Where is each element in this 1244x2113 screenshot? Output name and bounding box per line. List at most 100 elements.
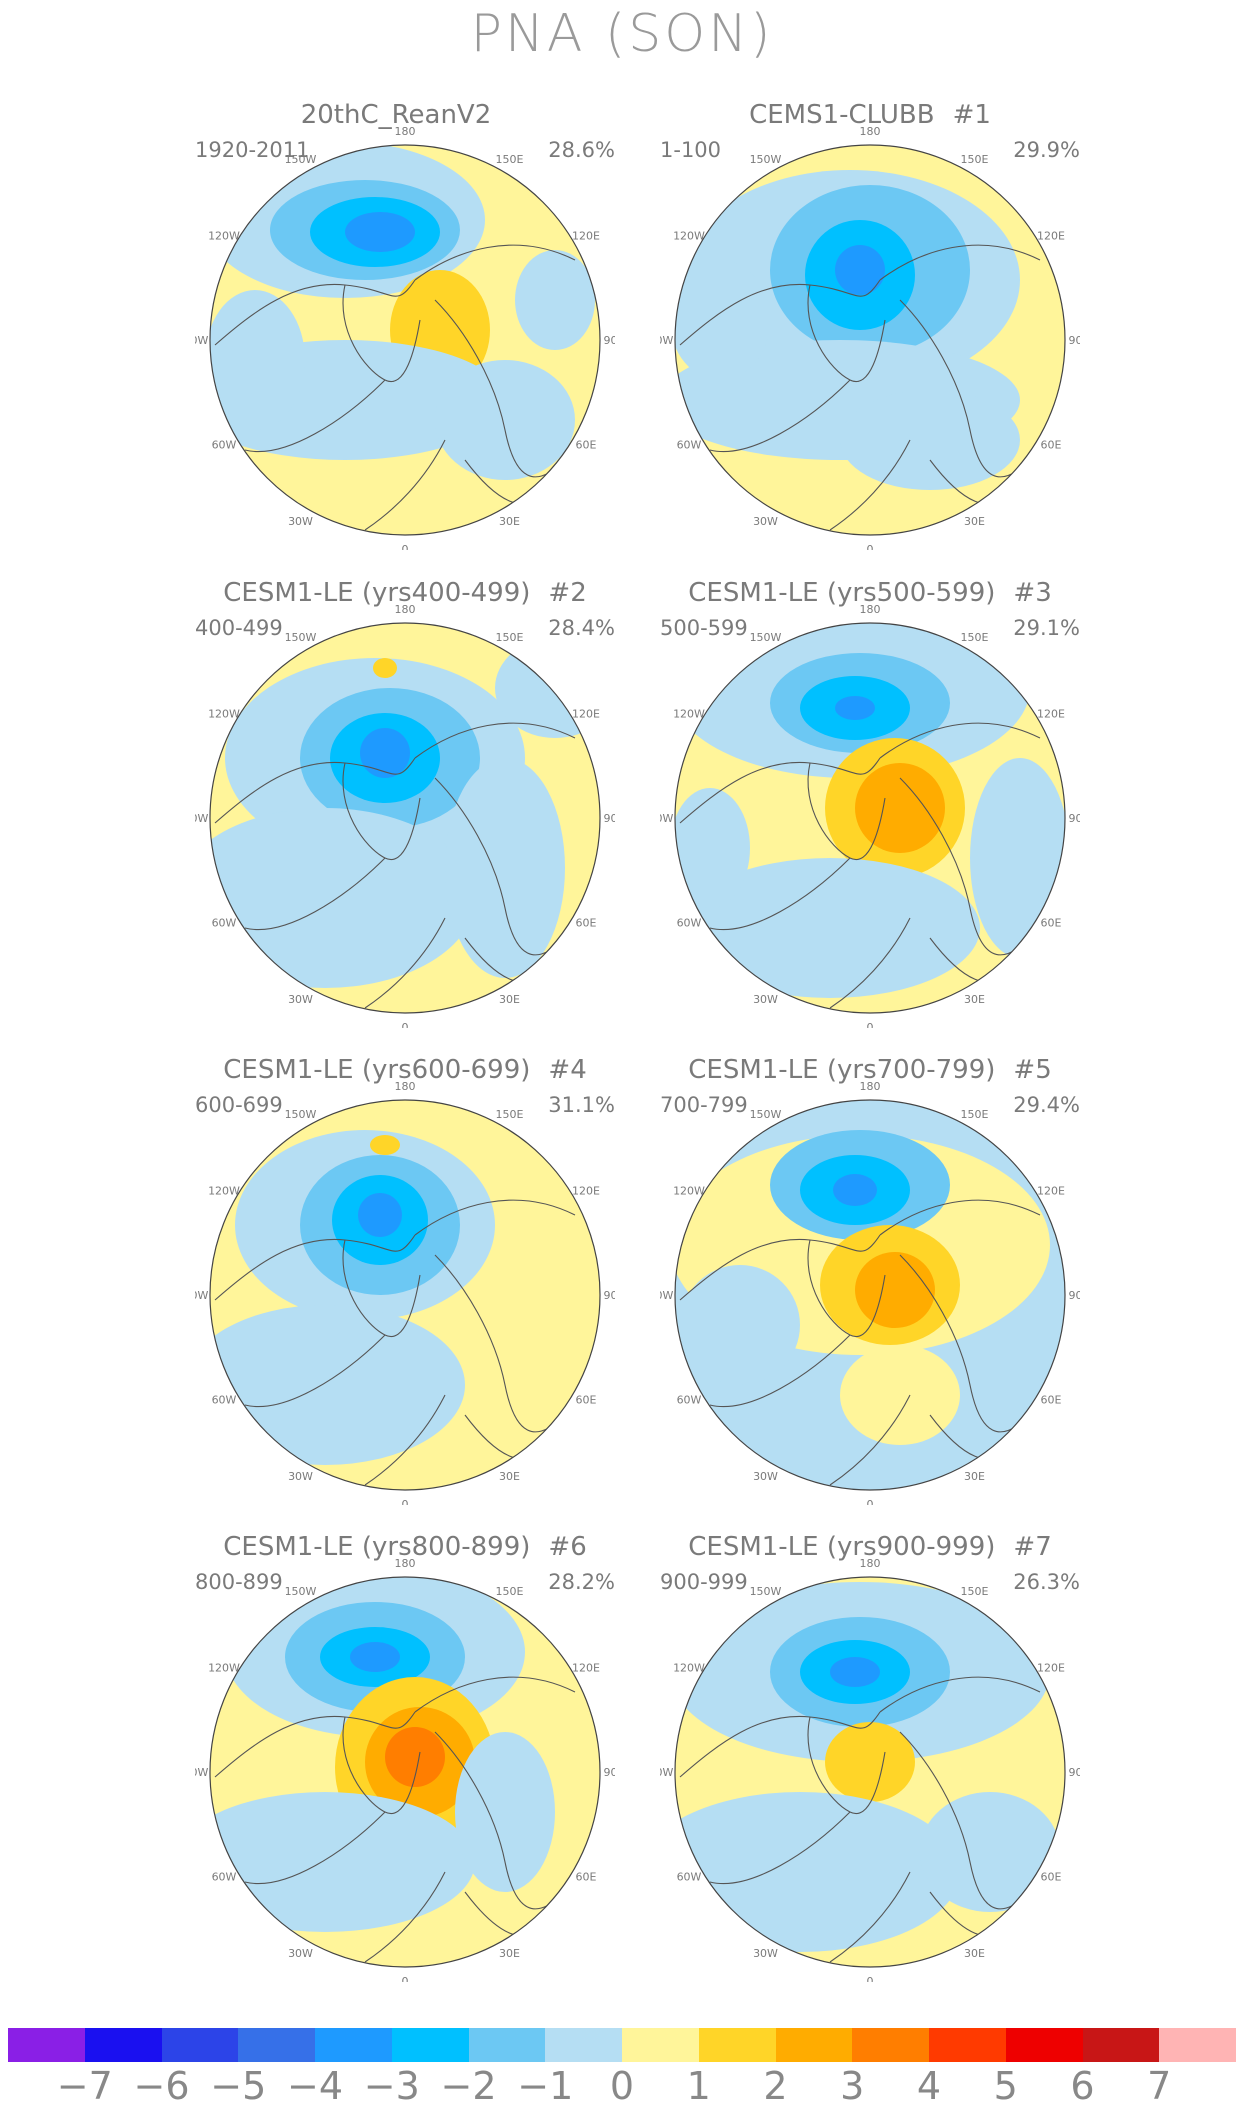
longitude-label: 30W (288, 515, 313, 528)
map-border (209, 1099, 601, 1491)
panel-variance-percent: 29.4% (1013, 1093, 1080, 1117)
longitude-label: 180 (860, 1557, 881, 1570)
longitude-label: 180 (395, 1080, 416, 1093)
longitude-label: 90W (660, 334, 674, 347)
coastline (414, 244, 576, 281)
colorbar-swatch (1005, 2028, 1083, 2062)
anomaly-contour (210, 1305, 465, 1465)
colorbar-tick-label: −3 (363, 2064, 420, 2108)
coastline (364, 439, 446, 531)
map-border (209, 622, 601, 1014)
coastline (709, 1811, 851, 1884)
anomaly-contour (680, 858, 980, 998)
colorbar-swatch (238, 2028, 315, 2062)
longitude-label: 30W (753, 1470, 778, 1483)
longitude-label: 90W (195, 812, 209, 825)
longitude-label: 30E (964, 1470, 985, 1483)
map-panel: CESM1-LE (yrs400-499) #2 400-499 28.4% 180 15… (195, 578, 615, 1028)
colorbar-tick-label: −7 (56, 2064, 113, 2108)
map-panel: CESM1-LE (yrs600-699) #4 600-699 31.1% 180 15… (195, 1055, 615, 1505)
longitude-label: 30W (753, 1947, 778, 1960)
longitude-label: 90W (195, 1289, 209, 1302)
colorbar (8, 2028, 1236, 2062)
coastline (434, 777, 566, 956)
longitude-label: 90W (195, 334, 209, 347)
longitude-label: 60E (1041, 917, 1062, 930)
anomaly-contour (833, 1174, 877, 1206)
map-panel: CESM1-LE (yrs700-799) #5 700-799 29.4% 180 15… (660, 1055, 1080, 1505)
panel-title: 20thC_ReanV2 (195, 100, 615, 130)
longitude-label: 60W (677, 1394, 702, 1407)
anomaly-contour (855, 1252, 935, 1328)
longitude-label: 120E (572, 708, 600, 721)
longitude-label: 60W (677, 1871, 702, 1884)
longitude-label: 150E (961, 631, 989, 644)
longitude-label: 180 (395, 125, 416, 138)
longitude-label: 120E (1037, 1185, 1065, 1198)
longitude-label: 120E (572, 1662, 600, 1675)
longitude-label: 90E (1069, 334, 1080, 347)
longitude-label: 0 (402, 1975, 409, 1982)
map-panel: CEMS1-CLUBB #1 1-100 29.9% 180 150E 120E 90E 60E… (660, 100, 1080, 550)
longitude-label: 30E (964, 1947, 985, 1960)
panel-number: #3 (1013, 578, 1052, 608)
panel-period: 900-999 (660, 1570, 748, 1594)
anomaly-contour (675, 788, 750, 908)
colorbar-labels: −7 −6 −5 −4 −3 −2 −1 0 1 2 3 4 5 6 7 (8, 2064, 1236, 2110)
longitude-label: 120E (572, 230, 600, 243)
panel-number: #6 (548, 1532, 587, 1562)
longitude-label: 120W (673, 230, 705, 243)
colorbar-tick-label: −2 (440, 2064, 497, 2108)
panel-title: CESM1-LE (yrs700-799) #5 (660, 1055, 1080, 1085)
map-panel: 20thC_ReanV2 1920-2011 28.6% 180 150E 120E 90E… (195, 100, 615, 550)
longitude-label: 0 (402, 1021, 409, 1028)
panel-title-text: CESM1-LE (yrs700-799) (688, 1055, 996, 1085)
longitude-label: 30W (753, 993, 778, 1006)
anomaly-contour (835, 696, 875, 720)
longitude-label: 150W (285, 153, 317, 166)
coastline (434, 1731, 566, 1910)
longitude-label: 180 (395, 603, 416, 616)
longitude-label: 0 (867, 543, 874, 550)
longitude-label: 0 (402, 1498, 409, 1505)
colorbar-swatch (622, 2028, 699, 2062)
anomaly-contour (675, 260, 770, 380)
coastline (244, 1811, 386, 1884)
longitude-label: 60E (1041, 1871, 1062, 1884)
colorbar-swatch (775, 2028, 853, 2062)
longitude-label: 120W (673, 1662, 705, 1675)
longitude-label: 60E (576, 917, 597, 930)
coastline (414, 1199, 576, 1236)
anomaly-contour (455, 1732, 555, 1892)
longitude-label: 90E (604, 334, 615, 347)
longitude-label: 120W (208, 708, 240, 721)
coastline (879, 244, 1041, 281)
anomaly-contour (210, 290, 305, 430)
longitude-label: 180 (860, 1080, 881, 1093)
polar-map: 180 150E 120E 90E 60E 30E 0 30W 60W 90W 120W 150W (195, 1557, 615, 1982)
panel-title-text: CEMS1-CLUBB (749, 100, 935, 130)
anomaly-contour (370, 1135, 400, 1155)
polar-map: 180 150E 120E 90E 60E 30E 0 30W 60W 90W 120W 150W (660, 1080, 1080, 1505)
coastline (829, 917, 911, 1009)
map-border (209, 1576, 601, 1968)
colorbar-swatch (1082, 2028, 1160, 2062)
panel-title: CESM1-LE (yrs600-699) #4 (195, 1055, 615, 1085)
anomaly-contour (515, 250, 595, 350)
coastline (829, 1871, 911, 1963)
longitude-label: 150W (285, 1585, 317, 1598)
colorbar-tick-label: −6 (133, 2064, 190, 2108)
panel-period: 500-599 (660, 616, 748, 640)
map-border (674, 144, 1066, 536)
panel-title-text: 20thC_ReanV2 (300, 100, 492, 130)
panel-number: #1 (952, 100, 991, 130)
coastline (709, 1334, 851, 1407)
coastline (829, 439, 911, 531)
longitude-label: 150W (750, 153, 782, 166)
longitude-label: 0 (867, 1975, 874, 1982)
panel-title: CESM1-LE (yrs500-599) #3 (660, 578, 1080, 608)
longitude-label: 90W (195, 1766, 209, 1779)
longitude-label: 60W (212, 439, 237, 452)
anomaly-contour (920, 1792, 1060, 1912)
longitude-label: 120W (208, 1662, 240, 1675)
